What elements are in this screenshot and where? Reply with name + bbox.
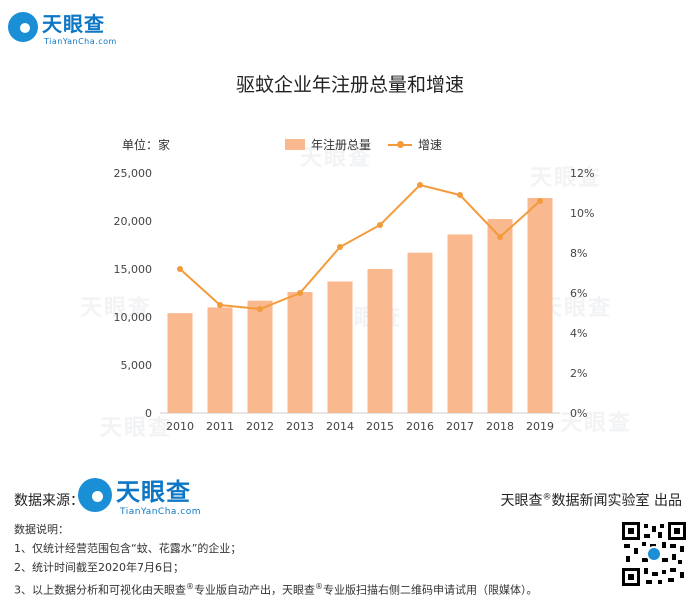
brand-logo: 天眼查 TianYanCha.com xyxy=(8,8,117,46)
source-label: 数据来源： xyxy=(14,493,84,509)
note-1: 1、仅统计经营范围包含“蚊、花露水”的企业； xyxy=(14,542,242,555)
x-tick-label: 2011 xyxy=(206,420,234,433)
growth-point xyxy=(257,306,263,312)
growth-point xyxy=(457,192,463,198)
unit-label: 单位：家 xyxy=(122,138,171,152)
y-right-tick-label: 6% xyxy=(570,287,587,300)
note-3-part-c: 专业版扫描右侧二维码申请试用（限媒体）。 xyxy=(323,583,538,597)
source-brand-url: TianYanCha.com xyxy=(120,507,202,517)
bar xyxy=(327,281,353,413)
brand-mark-icon xyxy=(8,12,38,42)
growth-point xyxy=(297,290,303,296)
x-tick-label: 2010 xyxy=(166,420,194,433)
x-tick-label: 2018 xyxy=(486,420,514,433)
producer-text: 数据新闻实验室 出品 xyxy=(551,493,682,509)
x-tick-label: 2019 xyxy=(526,420,554,433)
bar xyxy=(447,234,473,413)
x-tick-label: 2015 xyxy=(366,420,394,433)
registered-mark: ® xyxy=(186,582,194,591)
y-left-tick-label: 15,000 xyxy=(114,263,153,276)
brand-url: TianYanCha.com xyxy=(44,37,117,46)
bar xyxy=(487,219,513,413)
notes-title: 数据说明： xyxy=(14,523,69,536)
data-notes: 数据说明： 1、仅统计经营范围包含“蚊、花露水”的企业； 2、统计时间截至202… xyxy=(14,520,538,600)
x-tick-label: 2012 xyxy=(246,420,274,433)
growth-point xyxy=(337,244,343,250)
y-right-tick-label: 4% xyxy=(570,327,587,340)
y-left-tick-label: 10,000 xyxy=(114,311,153,324)
y-left-tick-label: 25,000 xyxy=(114,167,153,180)
watermark: 天眼查 xyxy=(560,411,633,436)
note-3-part-a: 3、以上数据分析和可视化由天眼查 xyxy=(14,583,186,597)
legend-bar-label: 年注册总量 xyxy=(311,138,372,152)
qr-code-icon xyxy=(622,522,686,586)
producer-credit: 天眼查®数据新闻实验室 出品 xyxy=(501,490,682,510)
combo-chart: 0 5,000 10,000 15,000 20,000 25,000 0% 2% 4% 6% 8%… xyxy=(114,167,595,433)
producer-brand: 天眼查 xyxy=(500,493,543,509)
x-tick-label: 2016 xyxy=(406,420,434,433)
watermark: 天眼查 xyxy=(80,296,153,321)
note-3-part-b: 专业版自动产出，天眼查 xyxy=(194,583,315,597)
registered-mark: ® xyxy=(542,492,552,503)
y-right-tick-label: 0% xyxy=(570,407,587,420)
legend-bar: 年注册总量 xyxy=(285,136,371,153)
x-tick-label: 2014 xyxy=(326,420,354,433)
bar xyxy=(167,313,193,413)
source-logo: 天眼查 TianYanCha.com xyxy=(78,472,201,517)
growth-point xyxy=(177,266,183,272)
bar xyxy=(207,307,233,413)
y-right-tick-label: 2% xyxy=(570,367,587,380)
legend-line-label: 增速 xyxy=(418,138,443,152)
source-brand-name: 天眼查 xyxy=(116,478,191,506)
registered-mark: ® xyxy=(315,582,323,591)
watermark: 天眼查 xyxy=(300,146,373,171)
y-right-tick-label: 12% xyxy=(570,167,594,180)
watermark: 天眼查 xyxy=(100,416,173,441)
growth-point xyxy=(417,182,423,188)
growth-line xyxy=(179,183,541,311)
x-tick-label: 2017 xyxy=(446,420,474,433)
note-3: 3、以上数据分析和可视化由天眼查®专业版自动产出，天眼查®专业版扫描右侧二维码申… xyxy=(14,577,538,600)
bar xyxy=(407,252,433,413)
growth-point xyxy=(537,198,543,204)
bar xyxy=(247,300,273,413)
growth-point xyxy=(217,302,223,308)
bar xyxy=(287,292,313,413)
chart-title: 驱蚊企业年注册总量和增速 xyxy=(235,74,464,96)
watermark: 天眼查 xyxy=(530,166,603,191)
brand-mark-icon xyxy=(78,477,112,512)
bar xyxy=(367,269,393,413)
growth-point xyxy=(377,222,383,228)
y-left-tick-label: 20,000 xyxy=(114,215,153,228)
y-right-tick-label: 10% xyxy=(570,207,594,220)
x-tick-label: 2013 xyxy=(286,420,314,433)
note-2: 2、统计时间截至2020年7月6日； xyxy=(14,561,184,574)
brand-name: 天眼查 xyxy=(42,12,105,36)
bar xyxy=(527,197,553,413)
legend-line-swatch xyxy=(388,140,412,148)
growth-point xyxy=(497,234,503,240)
legend-bar-swatch xyxy=(285,139,305,150)
y-left-tick-label: 5,000 xyxy=(121,359,153,372)
y-left-tick-label: 0 xyxy=(145,407,152,420)
legend-line: 增速 xyxy=(388,136,442,153)
y-right-tick-label: 8% xyxy=(570,247,587,260)
